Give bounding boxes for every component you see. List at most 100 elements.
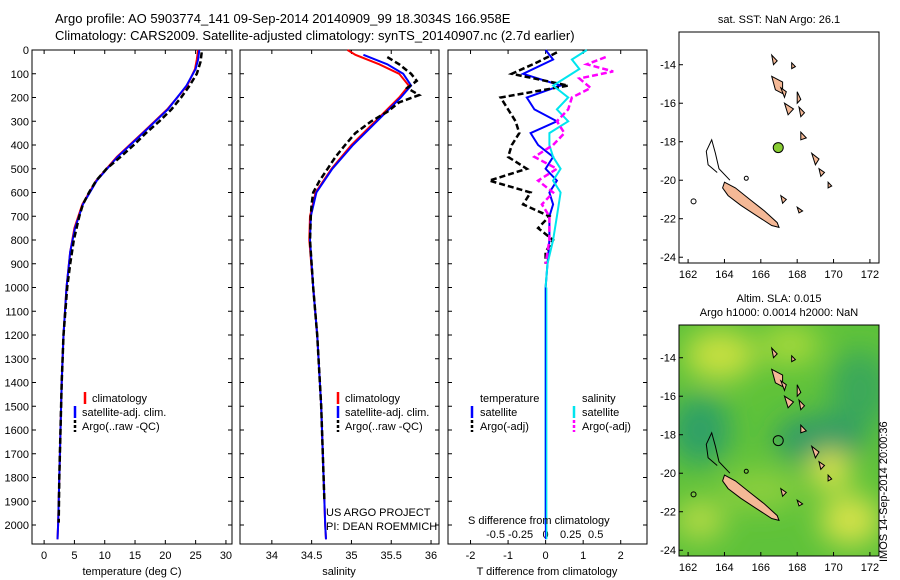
temperature-xlabel: temperature (deg C) [82,566,181,578]
map-y-tick-label: -16 [660,98,676,110]
island [791,354,797,363]
difference-series [484,49,614,540]
map-x-tick-label: 162 [679,562,697,574]
map-y-tick-label: -14 [660,353,676,365]
map-sla-subtitle: Argo h1000: 0.0014 h2000: NaN [700,307,858,319]
x-tick-label: 10 [99,550,111,562]
map-y-tick-label: -20 [660,175,676,187]
map-y-tick-label: -18 [660,430,676,442]
x-tick-label: 15 [129,550,141,562]
y-tick-label: 500 [11,164,29,176]
map-y-tick-label: -16 [660,391,676,403]
x-tick-label: -1 [503,550,513,562]
island [827,180,833,189]
temperature-axes: 0 5 10 15 20 25 300100200300400500600700800900… [5,45,233,562]
series-line-satellite [544,49,588,525]
map-y-tick-label: -14 [660,60,676,72]
salinity-series [308,49,423,540]
x-tick-label: 20 [159,550,171,562]
y-tick-label: 900 [11,259,29,271]
legend-label-climatology: climatology [345,393,401,405]
legend-label-t-satellite: satellite [480,407,517,419]
legend-label-satellite: satellite-adj. clim. [345,407,429,419]
island [779,379,787,392]
y-tick-label: 800 [11,235,29,247]
y-tick-label: 1400 [5,378,29,390]
map-x-tick-label: 168 [788,562,806,574]
y-tick-label: 1000 [5,283,29,295]
series-line-argo-raw-qc- [308,56,423,502]
island-new-caledonia [722,474,780,522]
series-line-satellite-adj-clim- [56,49,201,540]
temperature-panel [31,49,233,545]
island [791,61,797,70]
series-line-satellite-adj-clim- [308,53,413,540]
salinity-xlabel: salinity [322,566,356,578]
project-annotation: US ARGO PROJECT [326,507,431,519]
y-tick-label: 1300 [5,354,29,366]
map-sla-frame [678,324,880,557]
island [783,102,795,116]
island [780,194,788,205]
series-line-climatology [308,49,411,540]
x-tick-label: 1 [580,550,586,562]
x-tick-label: 25 [190,550,202,562]
map-sst-land [690,53,833,229]
x-tick-label: 5 [71,550,77,562]
island [770,53,778,66]
island [800,130,808,141]
map-sst-axes: 162 164 166 168 170 172 -14 -16 -18 -20 -22 -24 [660,60,879,281]
temperature-legend: climatology satellite-adj. clim. Argo(..… [73,392,166,433]
island [798,105,806,118]
y-tick-label: 300 [11,116,29,128]
x-tick-label: 34 [266,550,278,562]
x-tick-label: 0 [41,550,47,562]
island [798,398,806,411]
map-y-tick-label: -22 [660,214,676,226]
legend-title-temperature: temperature [480,393,539,405]
legend-label-s-argo: Argo(-adj) [582,421,631,433]
island-new-caledonia [722,181,780,229]
series-line-argo-adj- [484,51,569,264]
island [796,498,804,507]
y-tick-label: 600 [11,188,29,200]
island [800,423,808,434]
legend-label-climatology: climatology [92,393,148,405]
island [783,395,795,409]
map-y-tick-label: -22 [660,507,676,519]
difference-legend: temperature salinity satellite Argo(-adj… [468,393,631,527]
island [818,167,826,178]
legend-label-argo: Argo(..raw -QC) [345,421,423,433]
island [780,487,788,498]
map-x-tick-label: 172 [861,562,879,574]
salinity-axes: 34 34.5 35 35.5 36 [240,49,439,562]
map-sla-axes: 162 164 166 168 170 172 -14 -16 -18 -20 -22 -24 [660,353,879,574]
map-x-tick-label: 166 [752,562,770,574]
reef-outline [705,138,731,181]
temperature-series [56,49,203,540]
x-tick-label: 35 [345,550,357,562]
y-tick-label: 200 [11,93,29,105]
y-tick-label: 1700 [5,449,29,461]
islet [743,468,749,474]
map-y-tick-label: -18 [660,137,676,149]
islet [690,491,697,498]
island [796,205,804,214]
y-tick-label: 0 [23,45,29,57]
x-tick-label: -2 [466,550,476,562]
difference-panel [447,49,648,545]
island [796,91,802,105]
map-x-tick-label: 170 [824,562,842,574]
y-tick-label: 1200 [5,330,29,342]
y-tick-label: 700 [11,211,29,223]
islet [690,198,697,205]
islet [743,175,749,181]
y-tick-label: 1100 [5,306,29,318]
y-tick-label: 1600 [5,425,29,437]
series-line-argo-adj- [531,55,614,264]
s-tick-label: -0.25 [508,529,533,541]
legend-title-salinity: salinity [582,393,616,405]
legend-label-s-satellite: satellite [582,407,619,419]
y-tick-label: 1500 [5,401,29,413]
